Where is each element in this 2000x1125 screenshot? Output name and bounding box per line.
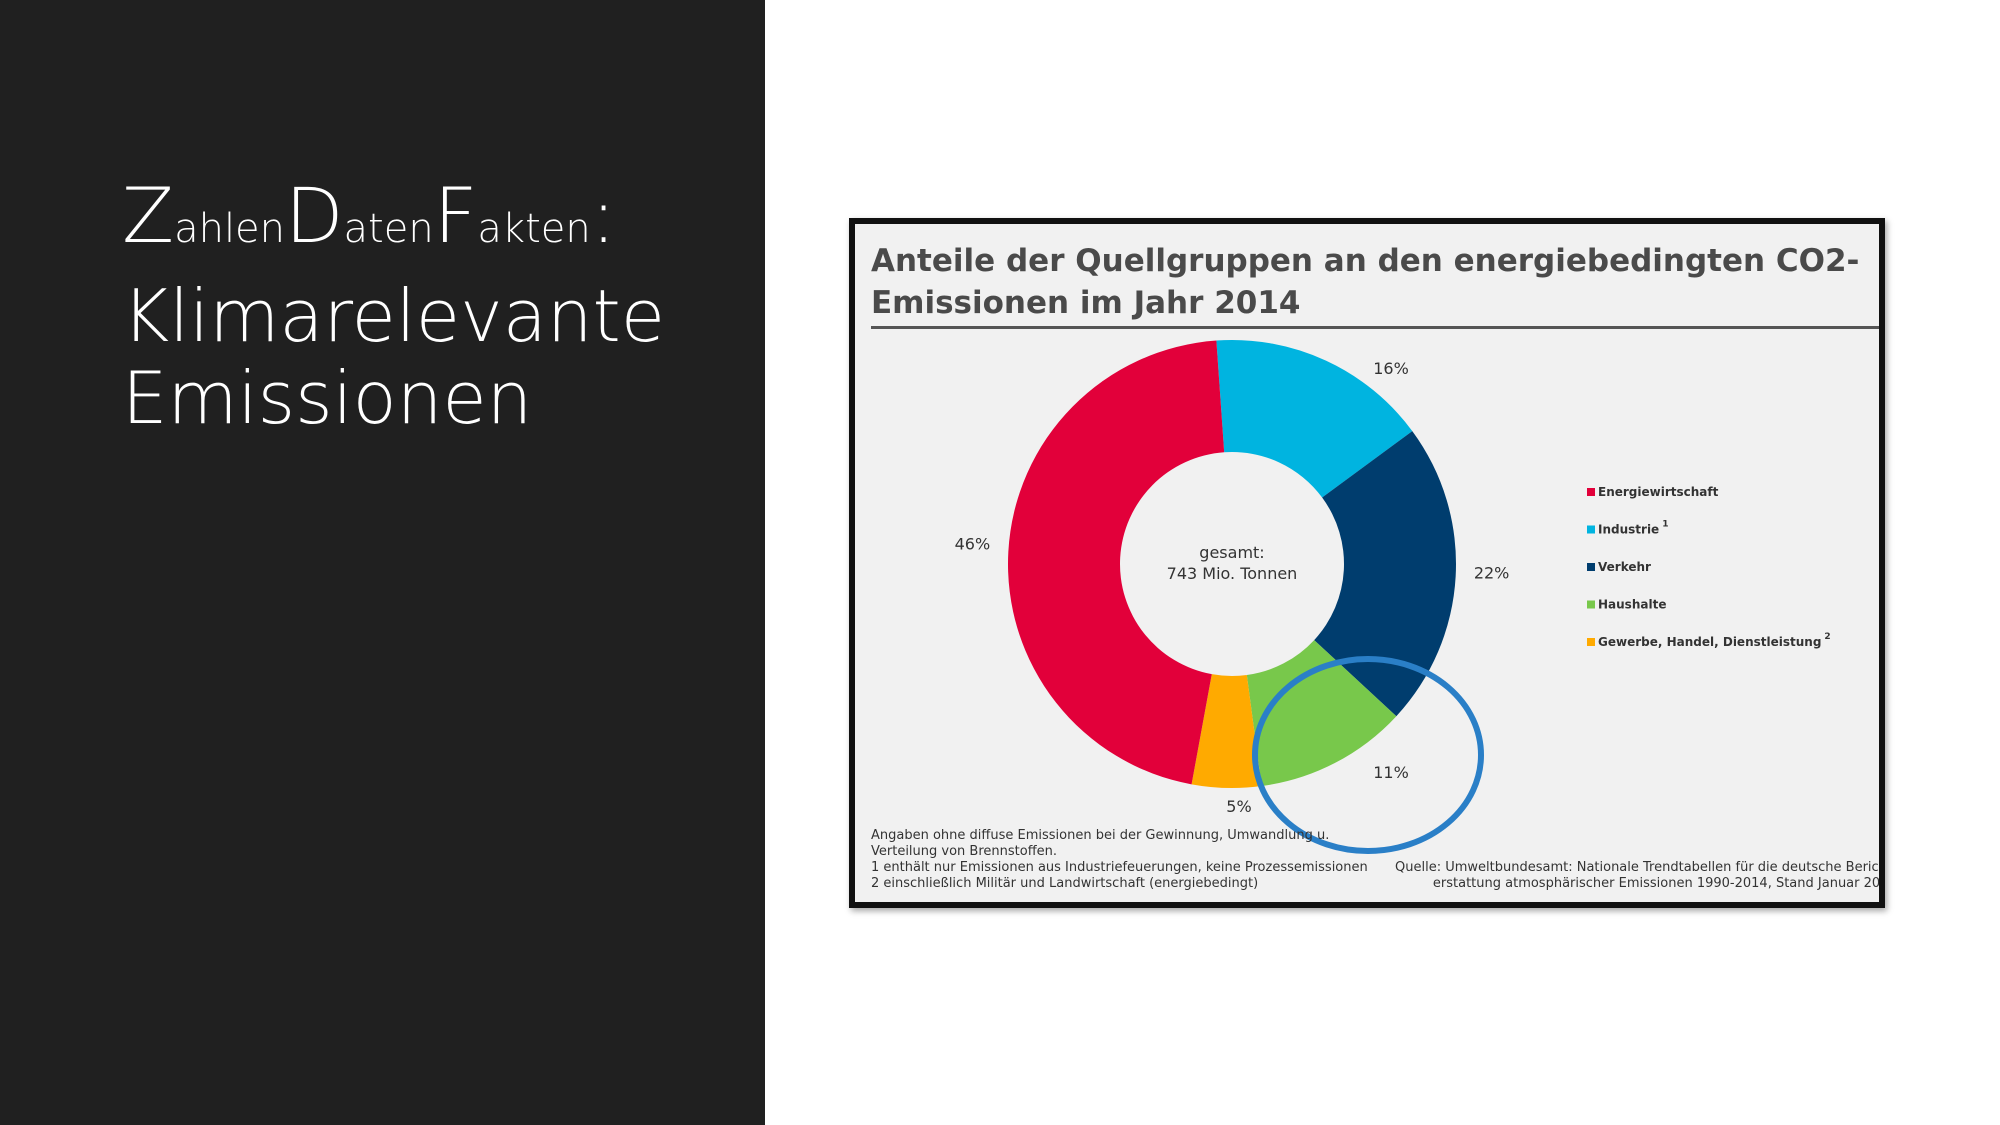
- legend-haushalte: Haushalte: [1587, 598, 1666, 612]
- legend-label: Energiewirtschaft: [1598, 485, 1719, 499]
- legend-industrie: Industrie 1: [1587, 520, 1668, 537]
- footnote-line: Verteilung von Brennstoffen.: [871, 844, 1058, 859]
- label-industrie: 16%: [1373, 359, 1409, 378]
- footnote-line: 2 einschließlich Militär und Landwirtsch…: [871, 876, 1259, 891]
- donut-chart: 16% 22% 11% 5% 46% gesamt: 743 Mio. Tonnen E…: [955, 340, 1831, 854]
- legend-swatch: [1587, 563, 1595, 571]
- legend-label: Gewerbe, Handel, Dienstleistung 2: [1598, 632, 1831, 649]
- footnote-line: 1 enthält nur Emissionen aus Industriefe…: [871, 860, 1368, 875]
- slice-energiewirtschaft: [1008, 340, 1225, 785]
- footnote-line: Angaben ohne diffuse Emissionen bei der …: [871, 828, 1330, 843]
- label-energiewirtschaft: 46%: [955, 534, 991, 553]
- footnote-left: Angaben ohne diffuse Emissionen bei der …: [871, 828, 1368, 892]
- slide-title-line-3: Emissionen: [122, 356, 533, 440]
- slice-haushalte: [1246, 640, 1397, 787]
- title-panel: ZahlenDatenFakten: Klimarelevante Emissi…: [0, 0, 765, 1125]
- legend-gewerbe: Gewerbe, Handel, Dienstleistung 2: [1587, 632, 1831, 649]
- slide-title: ZahlenDatenFakten: Klimarelevante Emissi…: [122, 170, 742, 439]
- center-label-line-2: 743 Mio. Tonnen: [1167, 564, 1298, 583]
- chart-title-line-2: Emissionen im Jahr 2014: [871, 285, 1301, 321]
- slice-industrie: [1216, 340, 1413, 498]
- legend-swatch: [1587, 525, 1595, 534]
- chart-image-frame: Anteile der Quellgruppen an den energieb…: [849, 218, 1885, 908]
- label-verkehr: 22%: [1474, 564, 1510, 583]
- donut-slices: [1008, 340, 1456, 788]
- source-line: erstattung atmosphärischer Emissionen 19…: [1432, 876, 1885, 891]
- legend-label: Haushalte: [1598, 598, 1666, 612]
- title-word-zahlen: Zahlen: [122, 171, 286, 260]
- slice-verkehr: [1314, 431, 1456, 717]
- chart-legend: Energiewirtschaft Industrie 1 Verkehr Hausha…: [1587, 485, 1831, 649]
- slice-value-labels: 16% 22% 11% 5% 46%: [955, 359, 1510, 816]
- legend-energiewirtschaft: Energiewirtschaft: [1587, 485, 1719, 499]
- legend-verkehr: Verkehr: [1587, 560, 1651, 574]
- legend-swatch: [1587, 600, 1595, 609]
- title-word-fakten: Fakten: [433, 171, 591, 260]
- slide-title-line-1: ZahlenDatenFakten:: [122, 170, 742, 275]
- label-gewerbe: 5%: [1226, 797, 1251, 816]
- legend-label: Industrie 1: [1598, 520, 1668, 537]
- chart-title-line-1: Anteile der Quellgruppen an den energieb…: [871, 243, 1860, 279]
- footnote-source: Quelle: Umweltbundesamt: Nationale Trend…: [1395, 860, 1885, 892]
- highlight-circle: [1252, 656, 1484, 854]
- legend-swatch: [1587, 638, 1595, 646]
- legend-swatch: [1587, 488, 1595, 496]
- title-colon: :: [590, 171, 617, 260]
- center-label-line-1: gesamt:: [1199, 543, 1264, 562]
- label-haushalte: 11%: [1373, 763, 1409, 782]
- source-line: Quelle: Umweltbundesamt: Nationale Trend…: [1395, 860, 1885, 875]
- chart-title-rule: [871, 326, 1879, 329]
- slice-gewerbe: [1191, 674, 1262, 788]
- slide-title-line-2: Klimarelevante: [122, 274, 665, 358]
- chart-title: Anteile der Quellgruppen an den energieb…: [871, 240, 1871, 324]
- title-word-daten: Daten: [285, 171, 434, 260]
- legend-label: Verkehr: [1598, 560, 1651, 574]
